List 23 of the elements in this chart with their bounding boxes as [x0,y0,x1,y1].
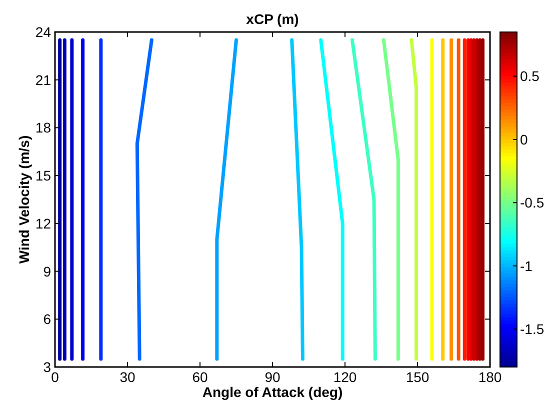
y-tick-label: 12 [35,215,52,232]
y-tick-label: 3 [43,359,52,375]
color-bar-label: -1 [520,258,533,274]
x-tick-label: 0 [51,369,60,385]
y-axis-title: Wind Velocity (m/s) [16,135,32,264]
x-axis-title: Angle of Attack (deg) [202,384,343,400]
x-tick-label: 30 [120,369,136,385]
color-bar-label: 0 [520,131,528,148]
y-tick-label: 6 [43,311,52,328]
y-tick-label: 18 [35,120,52,136]
y-tick-label: 24 [35,24,52,40]
chart-title: xCP (m) [246,11,299,27]
color-bar-label: -0.5 [520,194,544,211]
y-tick-label: 21 [35,72,52,88]
y-tick-label: 15 [35,168,52,184]
x-tick-label: 90 [264,369,280,385]
x-tick-label: 150 [406,369,430,385]
x-tick-label: 120 [333,369,357,385]
x-tick-label: 60 [192,369,208,385]
x-tick-label: 180 [478,369,502,385]
color-bar-label: -1.5 [520,321,544,338]
color-bar-label: 0.5 [520,68,540,84]
y-tick-label: 9 [43,263,52,280]
